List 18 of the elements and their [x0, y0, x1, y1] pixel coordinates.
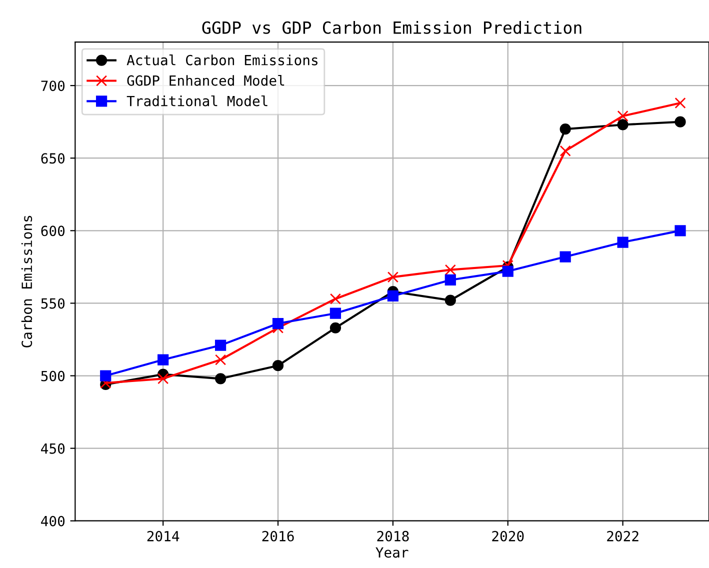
y-tick-label: 400 [41, 516, 65, 526]
x-tick-label: 2020 [492, 530, 524, 542]
x-tick-label: 2022 [607, 530, 638, 542]
x-tick-label: 2018 [377, 530, 409, 542]
x-axis-title: Year [376, 547, 408, 558]
x-tick-label: 2014 [147, 530, 180, 542]
y-axis-title: Carbon Emissions [21, 216, 32, 348]
legend-label: GGDP Enhanced Model [127, 74, 284, 86]
chart-title: GGDP vs GDP Carbon Emission Prediction [202, 21, 582, 34]
y-tick-label: 550 [41, 298, 65, 309]
legend-label: Actual Carbon Emissions [126, 54, 318, 66]
legend-label: Traditional Model [126, 95, 268, 106]
y-tick-label: 450 [41, 443, 65, 454]
y-tick-label: 600 [41, 226, 65, 236]
y-tick-label: 650 [41, 153, 65, 164]
x-tick-label: 2016 [262, 530, 294, 542]
y-tick-label: 700 [41, 80, 65, 92]
y-tick-label: 500 [41, 370, 65, 382]
